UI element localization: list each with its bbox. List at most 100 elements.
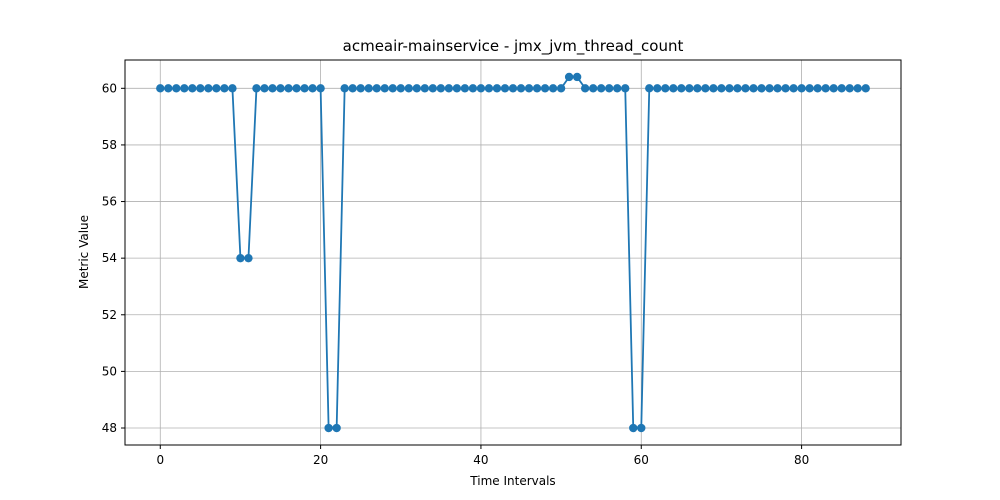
data-point [588,84,598,93]
data-point [260,84,269,93]
x-tick-label: 0 [156,453,164,467]
data-point [853,84,862,93]
data-point [733,84,742,93]
data-point [492,84,502,93]
data-point [845,84,854,93]
series-line [160,76,866,429]
data-point [324,423,333,433]
data-point [444,84,454,93]
data-point [749,84,758,93]
data-point [613,84,622,93]
data-point [332,423,341,433]
data-point [188,84,197,93]
data-point [765,84,774,93]
y-tick-label: 52 [102,308,117,322]
data-point [364,84,373,93]
data-point [532,84,542,93]
data-point [284,84,293,93]
data-point [236,253,245,263]
data-point [709,84,718,93]
data-point [476,84,486,93]
data-point [356,84,365,93]
data-point [524,84,534,93]
data-point [829,84,838,93]
data-point [460,84,470,93]
data-point [797,84,806,93]
data-point [516,84,526,93]
data-point [685,84,694,93]
data-point [677,84,686,93]
data-point [316,84,325,93]
data-point [300,84,309,93]
x-axis-label: Time Intervals [469,474,555,488]
data-point [773,84,782,93]
data-point [604,84,614,93]
data-point [548,84,558,93]
data-point [629,423,638,433]
x-tick-label: 20 [313,453,328,467]
y-axis-label: Metric Value [77,215,91,289]
data-point [757,84,766,93]
data-point [653,84,662,93]
data-point [789,84,798,93]
data-point [508,84,518,93]
data-point [564,72,574,82]
data-point [244,253,253,263]
data-point [717,84,726,93]
data-point [348,84,357,93]
data-point [572,72,582,82]
data-point [725,84,734,93]
data-point [220,84,229,93]
data-point [404,84,413,93]
data-point [484,84,494,93]
data-point [645,84,654,93]
data-point [821,84,830,93]
data-point [556,84,566,93]
data-point [741,84,750,93]
data-point [292,84,301,93]
grid [125,60,901,445]
y-tick-label: 60 [102,81,117,95]
data-point [637,423,646,433]
data-point [268,84,277,93]
series [156,72,870,433]
data-point [693,84,702,93]
y-tick-label: 54 [102,251,117,265]
y-tick-label: 58 [102,138,117,152]
data-point [468,84,478,93]
data-point [661,84,670,93]
data-point [380,84,389,93]
chart-title: acmeair-mainservice - jmx_jvm_thread_cou… [343,37,684,56]
data-point [196,84,205,93]
y-tick-label: 48 [102,421,117,435]
data-point [276,84,285,93]
data-point [252,84,261,93]
data-point [172,84,181,93]
data-point [837,84,846,93]
data-point [212,84,221,93]
data-point [580,84,590,93]
data-point [372,84,381,93]
x-tick-label: 60 [634,453,649,467]
data-point [340,84,349,93]
ticks: 0 20 40 60 80 48 50 52 54 56 58 60 [102,81,810,467]
data-point [388,84,397,93]
plot-frame [124,59,902,446]
data-point [436,84,446,93]
data-point [428,84,438,93]
data-point [805,84,814,93]
data-point [156,84,165,93]
data-point [596,84,606,93]
data-point [204,84,213,93]
data-point [861,84,870,93]
data-point [396,84,405,93]
data-point [813,84,822,93]
data-point [781,84,790,93]
data-point [412,84,422,93]
data-point [500,84,510,93]
data-point [701,84,710,93]
y-tick-label: 50 [102,364,117,378]
y-tick-label: 56 [102,195,117,209]
